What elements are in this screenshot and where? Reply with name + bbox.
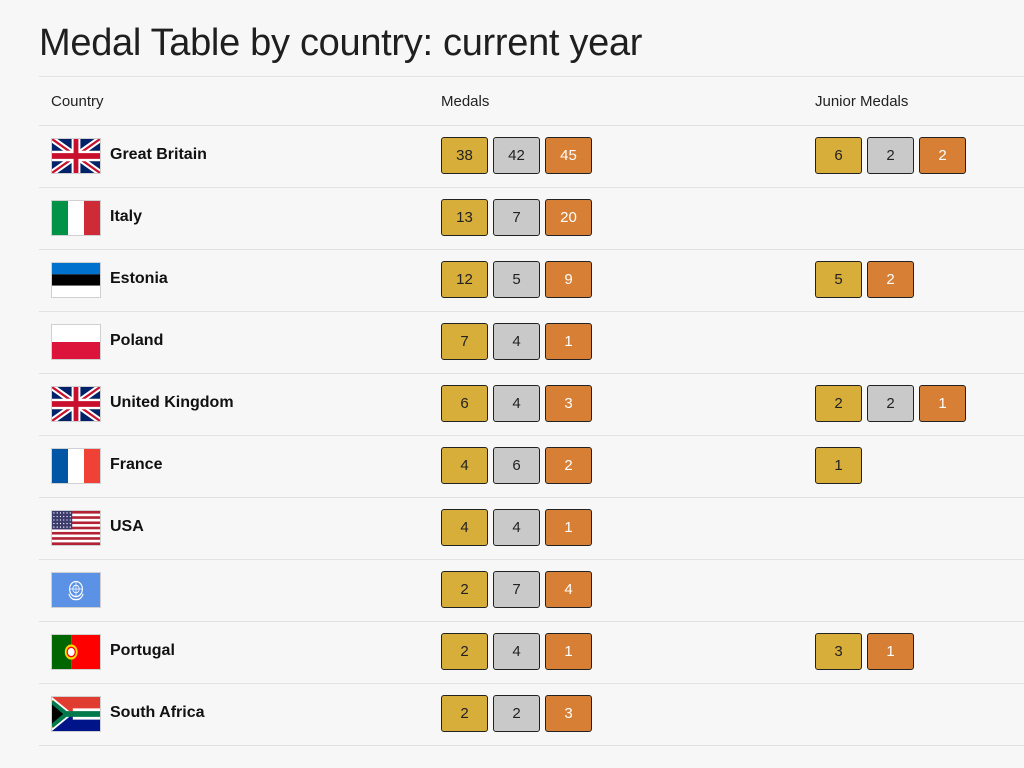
- bronze-medal-badge: 45: [545, 137, 592, 174]
- junior-bronze-medal-badge: 1: [919, 385, 966, 422]
- gold-medal-badge: 6: [441, 385, 488, 422]
- gold-medal-badge: 4: [441, 509, 488, 546]
- france-flag-icon: [51, 448, 101, 484]
- table-row: Estonia 12 5 9 5 2: [39, 250, 1024, 312]
- table-row: USA 4 4 1: [39, 498, 1024, 560]
- medal-counts: 38 42 45: [441, 137, 592, 174]
- country-name: Estonia: [110, 270, 168, 287]
- silver-medal-badge: 7: [493, 571, 540, 608]
- gold-medal-badge: 2: [441, 695, 488, 732]
- junior-gold-medal-badge: 3: [815, 633, 862, 670]
- table-row: Italy 13 7 20: [39, 188, 1024, 250]
- uk-flag-icon: [51, 386, 101, 422]
- table-header: Country Medals Junior Medals: [39, 77, 1024, 126]
- table-body: Great Britain 38 42 45 6 2 2 Italy 13 7 20 Estonia 1…: [39, 126, 1024, 746]
- silver-medal-badge: 5: [493, 261, 540, 298]
- portugal-flag-icon: [51, 634, 101, 670]
- table-row: South Africa 2 2 3: [39, 684, 1024, 746]
- silver-medal-badge: 7: [493, 199, 540, 236]
- junior-silver-medal-badge: 2: [867, 385, 914, 422]
- bronze-medal-badge: 1: [545, 633, 592, 670]
- silver-medal-badge: 42: [493, 137, 540, 174]
- un-flag-icon: [51, 572, 101, 608]
- bronze-medal-badge: 3: [545, 385, 592, 422]
- junior-gold-medal-badge: 2: [815, 385, 862, 422]
- bronze-medal-badge: 1: [545, 509, 592, 546]
- medal-counts: 12 5 9: [441, 261, 592, 298]
- junior-silver-medal-badge: 2: [867, 137, 914, 174]
- gold-medal-badge: 7: [441, 323, 488, 360]
- page-title: Medal Table by country: current year: [39, 22, 643, 64]
- silver-medal-badge: 4: [493, 323, 540, 360]
- junior-bronze-medal-badge: 1: [867, 633, 914, 670]
- italy-flag-icon: [51, 200, 101, 236]
- bronze-medal-badge: 4: [545, 571, 592, 608]
- gold-medal-badge: 13: [441, 199, 488, 236]
- table-row: France 4 6 2 1: [39, 436, 1024, 498]
- estonia-flag-icon: [51, 262, 101, 298]
- country-name: USA: [110, 518, 144, 535]
- column-header-junior-medals[interactable]: Junior Medals: [815, 93, 909, 110]
- bronze-medal-badge: 9: [545, 261, 592, 298]
- gold-medal-badge: 12: [441, 261, 488, 298]
- uk-flag-icon: [51, 138, 101, 174]
- gold-medal-badge: 4: [441, 447, 488, 484]
- country-name: Portugal: [110, 642, 175, 659]
- table-row: Poland 7 4 1: [39, 312, 1024, 374]
- south-africa-flag-icon: [51, 696, 101, 732]
- medal-counts: 13 7 20: [441, 199, 592, 236]
- poland-flag-icon: [51, 324, 101, 360]
- country-name: United Kingdom: [110, 394, 234, 411]
- bronze-medal-badge: 3: [545, 695, 592, 732]
- gold-medal-badge: 38: [441, 137, 488, 174]
- gold-medal-badge: 2: [441, 633, 488, 670]
- country-name: South Africa: [110, 704, 205, 721]
- country-name: Great Britain: [110, 146, 207, 163]
- silver-medal-badge: 4: [493, 509, 540, 546]
- bronze-medal-badge: 2: [545, 447, 592, 484]
- usa-flag-icon: [51, 510, 101, 546]
- table-row: United Kingdom 6 4 3 2 2 1: [39, 374, 1024, 436]
- table-row: Great Britain 38 42 45 6 2 2: [39, 126, 1024, 188]
- country-name: Poland: [110, 332, 164, 349]
- silver-medal-badge: 2: [493, 695, 540, 732]
- column-header-medals[interactable]: Medals: [441, 93, 490, 110]
- bronze-medal-badge: 1: [545, 323, 592, 360]
- junior-gold-medal-badge: 5: [815, 261, 862, 298]
- junior-bronze-medal-badge: 2: [919, 137, 966, 174]
- junior-gold-medal-badge: 6: [815, 137, 862, 174]
- bronze-medal-badge: 20: [545, 199, 592, 236]
- column-header-country[interactable]: Country: [51, 93, 104, 110]
- silver-medal-badge: 6: [493, 447, 540, 484]
- gold-medal-badge: 2: [441, 571, 488, 608]
- silver-medal-badge: 4: [493, 385, 540, 422]
- country-name: France: [110, 456, 163, 473]
- silver-medal-badge: 4: [493, 633, 540, 670]
- junior-gold-medal-badge: 1: [815, 447, 862, 484]
- junior-bronze-medal-badge: 2: [867, 261, 914, 298]
- country-name: Italy: [110, 208, 143, 225]
- medal-table: Country Medals Junior Medals Great Brita…: [39, 76, 1024, 746]
- table-row: Portugal 2 4 1 3 1: [39, 622, 1024, 684]
- junior-medal-counts: 1: [815, 447, 862, 484]
